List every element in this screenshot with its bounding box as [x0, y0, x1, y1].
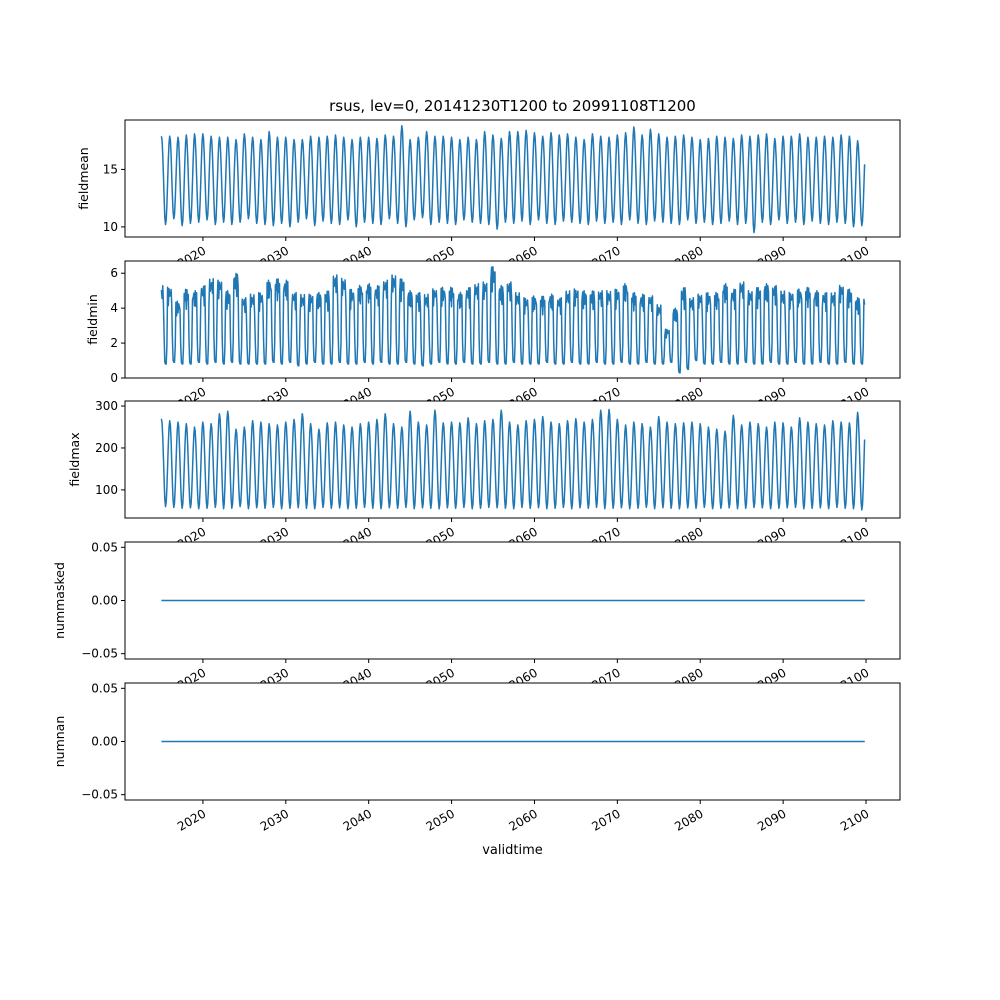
x-tick-label: 2060	[507, 806, 540, 833]
y-tick-label: 0.00	[91, 735, 118, 749]
y-tick-label: 0.00	[91, 594, 118, 608]
x-tick-label: 2040	[341, 806, 374, 833]
y-tick-label: 2	[110, 336, 118, 350]
y-tick-label: 0.05	[91, 540, 118, 554]
y-axis-label: fieldmax	[67, 432, 82, 486]
y-tick-label: 0.05	[91, 681, 118, 695]
x-tick-label: 2100	[838, 806, 871, 833]
axes-frame-fieldmean	[124, 119, 901, 238]
series-line-fieldmax	[160, 408, 866, 511]
y-tick-label: 6	[110, 266, 118, 280]
chart-title: rsus, lev=0, 20141230T1200 to 20991108T1…	[329, 97, 696, 115]
y-tick-label: 100	[95, 483, 118, 497]
axes-frame-fieldmin	[124, 260, 901, 379]
y-axis-label: fieldmean	[76, 147, 91, 209]
y-axis-label: nummasked	[52, 562, 67, 639]
x-tick-label: 2070	[589, 806, 622, 833]
x-tick-label: 2080	[672, 806, 705, 833]
y-tick-label: 200	[95, 441, 118, 455]
y-axis-label: fieldmin	[85, 294, 100, 345]
x-tick-label: 2030	[258, 806, 291, 833]
series-line-fieldmean	[160, 125, 866, 234]
series-line-fieldmin	[160, 265, 866, 374]
x-tick-label: 2050	[424, 806, 457, 833]
y-tick-label: −0.05	[81, 788, 118, 802]
y-tick-label: −0.05	[81, 647, 118, 661]
axes-frame-fieldmax	[124, 400, 901, 519]
x-tick-label: 2020	[175, 806, 208, 833]
y-tick-label: 10	[103, 220, 118, 234]
y-tick-label: 15	[103, 162, 118, 176]
x-tick-label: 2090	[755, 806, 788, 833]
y-axis-label: numnan	[52, 716, 67, 768]
x-axis-label: validtime	[482, 843, 543, 858]
y-tick-label: 4	[110, 301, 118, 315]
y-tick-label: 300	[95, 399, 118, 413]
y-tick-label: 0	[110, 371, 118, 385]
